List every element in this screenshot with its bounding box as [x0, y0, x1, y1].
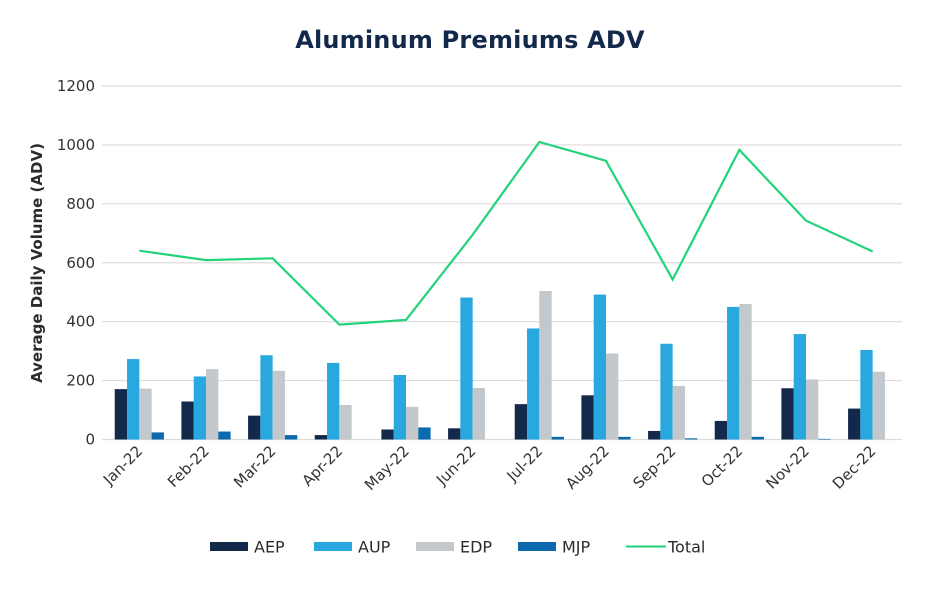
x-tick-label: Jun-22 — [432, 442, 479, 489]
bar-aep-sep-22 — [648, 430, 661, 440]
bar-mjp-sep-22 — [684, 438, 698, 440]
line-total — [139, 140, 874, 326]
legend-label-mjp: MJP — [562, 538, 591, 557]
bar-aep-oct-22 — [714, 420, 728, 440]
x-tick-label: May-22 — [361, 442, 413, 494]
bar-edp-apr-22 — [339, 405, 352, 440]
bar-aup-oct-22 — [727, 306, 740, 440]
bar-edp-feb-22 — [206, 369, 219, 440]
x-tick-label: Dec-22 — [829, 442, 880, 493]
total-line-series — [139, 140, 874, 326]
bar-aup-feb-22 — [193, 376, 206, 440]
x-tick-label: Aug-22 — [562, 442, 613, 493]
x-tick-label: Jan-22 — [99, 442, 146, 489]
bar-edp-nov-22 — [806, 379, 819, 440]
bar-edp-jul-22 — [539, 291, 552, 440]
x-tick-label: Oct-22 — [698, 442, 746, 490]
x-tick-label: Apr-22 — [298, 442, 346, 490]
bar-edp-sep-22 — [672, 385, 685, 440]
bar-aup-nov-22 — [793, 334, 806, 440]
gridlines — [102, 85, 902, 441]
legend: AEP AUP EDP MJP Total — [210, 538, 705, 557]
bar-aup-apr-22 — [327, 362, 340, 440]
x-tick-label: Jul-22 — [503, 442, 547, 486]
legend-swatch-edp — [416, 542, 454, 551]
legend-swatch-aep — [210, 542, 248, 551]
x-tick-label: Feb-22 — [164, 442, 213, 491]
bar-aep-jul-22 — [514, 404, 528, 440]
bar-edp-jan-22 — [139, 388, 152, 440]
bar-edp-oct-22 — [739, 303, 752, 440]
bar-edp-aug-22 — [606, 353, 619, 440]
bar-aup-jan-22 — [127, 359, 140, 440]
y-axis-ticks: 0 200 400 600 800 1000 1200 — [57, 77, 95, 449]
bar-mjp-oct-22 — [751, 436, 764, 440]
bar-aep-feb-22 — [181, 401, 194, 440]
bar-mjp-nov-22 — [818, 438, 831, 440]
bar-mjp-aug-22 — [618, 436, 631, 440]
bar-aup-mar-22 — [260, 355, 273, 440]
bar-aep-mar-22 — [248, 415, 261, 440]
y-tick-label: 600 — [66, 254, 95, 272]
bar-aup-sep-22 — [660, 343, 673, 440]
bar-aup-may-22 — [393, 374, 406, 440]
y-tick-label: 0 — [85, 431, 95, 449]
legend-label-edp: EDP — [460, 538, 492, 557]
bar-edp-jun-22 — [472, 387, 485, 440]
bar-aep-jun-22 — [448, 428, 461, 440]
bar-aep-apr-22 — [314, 435, 328, 440]
bar-aep-dec-22 — [848, 408, 861, 440]
bar-mjp-may-22 — [418, 427, 431, 440]
y-tick-label: 200 — [66, 372, 95, 390]
legend-swatch-mjp — [518, 542, 556, 551]
y-tick-label: 800 — [66, 195, 95, 213]
x-axis-ticks: Jan-22 Feb-22 Mar-22 Apr-22 May-22 Jun-22 Jul-… — [99, 442, 879, 494]
bar-mjp-jan-22 — [151, 432, 164, 440]
bar-aep-may-22 — [381, 429, 394, 440]
bar-aup-dec-22 — [860, 349, 873, 440]
bar-aep-nov-22 — [781, 388, 794, 440]
y-tick-label: 400 — [66, 313, 95, 331]
bar-aup-jun-22 — [460, 297, 473, 440]
bar-edp-may-22 — [406, 406, 419, 440]
bar-aep-jan-22 — [114, 389, 128, 440]
legend-label-aup: AUP — [358, 538, 391, 557]
chart-title: Aluminum Premiums ADV — [295, 26, 645, 54]
x-tick-label: Mar-22 — [230, 442, 279, 491]
legend-label-total: Total — [667, 538, 705, 557]
x-tick-label: Sep-22 — [629, 442, 679, 492]
bar-edp-mar-22 — [272, 370, 285, 440]
y-tick-label: 1200 — [57, 77, 95, 95]
x-tick-label: Nov-22 — [762, 442, 812, 492]
legend-swatch-aup — [314, 542, 352, 551]
bar-mjp-feb-22 — [218, 431, 231, 440]
legend-label-aep: AEP — [254, 538, 285, 557]
bar-mjp-mar-22 — [284, 435, 298, 440]
bars — [114, 291, 885, 440]
bar-aup-jul-22 — [527, 328, 540, 440]
y-tick-label: 1000 — [57, 136, 95, 154]
bar-aup-aug-22 — [593, 294, 606, 440]
bar-edp-dec-22 — [872, 371, 885, 440]
bar-mjp-jul-22 — [551, 436, 564, 440]
bar-aep-aug-22 — [581, 395, 594, 440]
y-axis-title: Average Daily Volume (ADV) — [28, 143, 46, 383]
